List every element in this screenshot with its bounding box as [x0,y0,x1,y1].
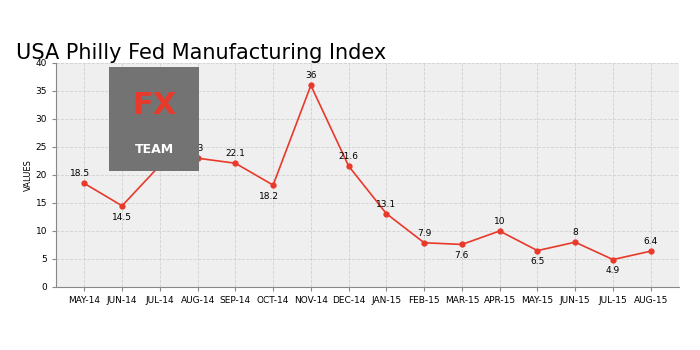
Text: 18.5: 18.5 [70,169,90,178]
Text: 6.4: 6.4 [643,237,658,246]
Text: 6.5: 6.5 [530,258,545,266]
Text: 21.7: 21.7 [150,152,170,161]
Text: TEAM: TEAM [134,144,174,156]
Text: 7.9: 7.9 [417,229,431,238]
Text: 10: 10 [494,217,505,226]
Text: 14.5: 14.5 [112,213,132,222]
Text: FX: FX [132,91,176,120]
Text: 21.6: 21.6 [339,152,358,161]
Text: 8: 8 [573,228,578,237]
Y-axis label: VALUES: VALUES [24,159,33,191]
Text: 22.1: 22.1 [225,149,245,158]
Text: 36: 36 [305,71,316,80]
Text: 4.9: 4.9 [606,266,620,275]
Text: USA Philly Fed Manufacturing Index: USA Philly Fed Manufacturing Index [15,43,386,63]
Text: 23: 23 [192,144,203,153]
Text: 13.1: 13.1 [377,200,396,209]
Text: 7.6: 7.6 [455,251,469,260]
Text: 18.2: 18.2 [259,192,279,201]
